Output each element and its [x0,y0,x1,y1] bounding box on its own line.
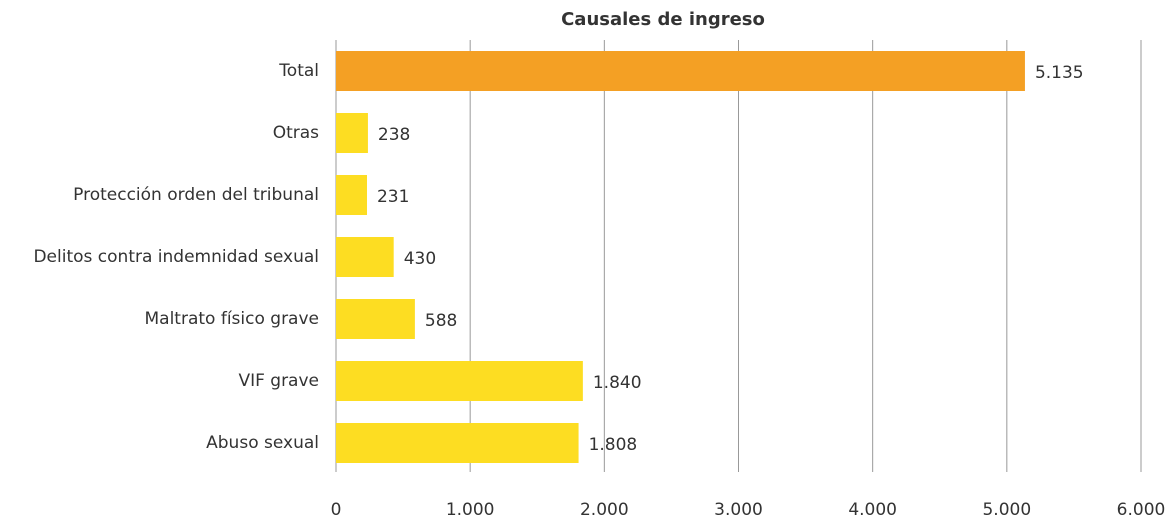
value-label: 430 [404,249,436,269]
bar [336,299,415,339]
y-tick-label: Abuso sexual [206,433,319,453]
bar [336,113,368,153]
y-tick-label: Total [278,61,319,81]
x-tick-label: 2.000 [580,500,629,520]
bar [336,175,367,215]
bar [336,237,394,277]
y-tick-label: Maltrato físico grave [144,309,319,329]
bar [336,361,583,401]
value-label: 231 [377,187,409,207]
bar [336,51,1025,91]
x-tick-label: 0 [331,500,342,520]
y-tick-label: VIF grave [238,371,319,391]
x-tick-label: 4.000 [848,500,897,520]
value-label: 238 [378,125,410,145]
x-tick-label: 5.000 [982,500,1031,520]
x-tick-label: 3.000 [714,500,763,520]
chart-title: Causales de ingreso [561,9,765,30]
y-tick-label: Protección orden del tribunal [73,185,319,205]
x-tick-label: 1.000 [446,500,495,520]
y-tick-label: Otras [273,123,319,143]
y-tick-label: Delitos contra indemnidad sexual [33,247,319,267]
value-label: 5.135 [1035,63,1084,83]
bar [336,423,579,463]
value-label: 1.840 [593,373,642,393]
value-label: 588 [425,311,457,331]
x-tick-label: 6.000 [1117,500,1166,520]
value-label: 1.808 [589,435,638,455]
